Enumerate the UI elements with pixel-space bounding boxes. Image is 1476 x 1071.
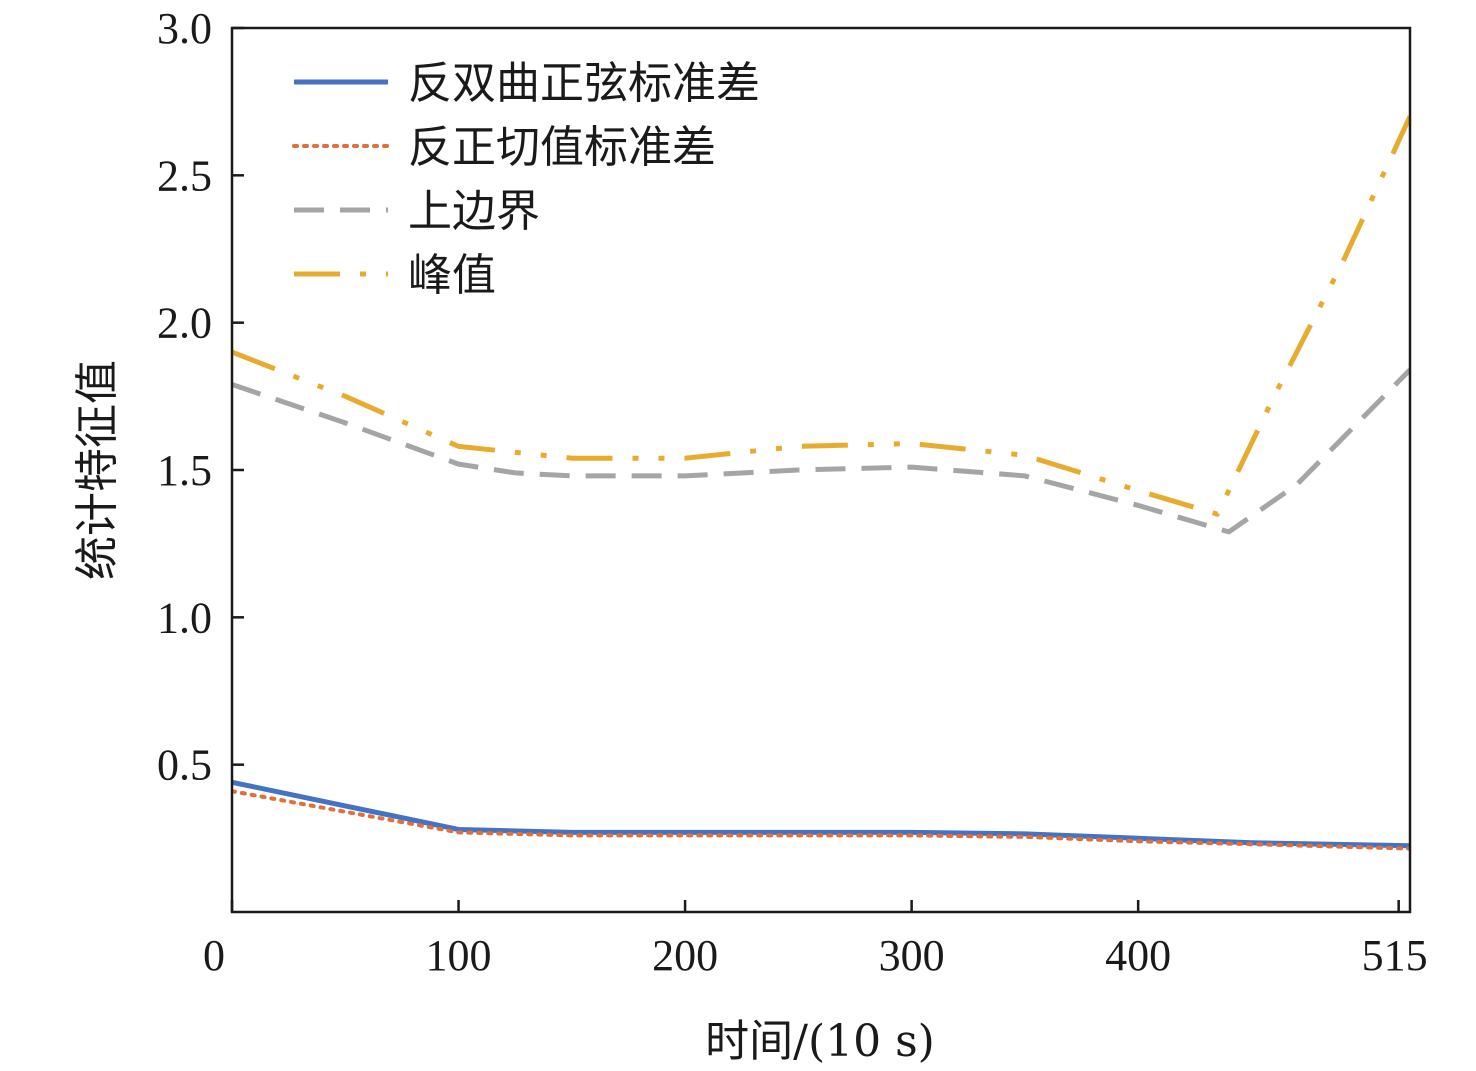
legend-label-4: 峰值 xyxy=(408,250,496,301)
series-line-2 xyxy=(232,789,1410,851)
series-layer xyxy=(232,115,1410,851)
x-tick-label-300: 300 xyxy=(879,931,945,980)
x-tick-label-100: 100 xyxy=(426,931,492,980)
x-axis-label: 时间/(10 s) xyxy=(705,1016,935,1067)
x-tick-label-400: 400 xyxy=(1105,931,1171,980)
y-tick-label-1.0: 1.0 xyxy=(157,593,212,642)
x-tick-label-0: 0 xyxy=(203,931,225,980)
x-tick-label-200: 200 xyxy=(652,931,718,980)
x-tick-label-515: 515 xyxy=(1362,931,1428,980)
y-tick-label-0.5: 0.5 xyxy=(157,741,212,790)
legend-label-2: 反正切值标准差 xyxy=(408,122,716,173)
legend-label-3: 上边界 xyxy=(408,186,540,237)
y-axis-label: 统计特征值 xyxy=(72,360,123,580)
axes-layer: 0 100 200 300 400 515 0.5 1.0 1.5 2.0 2.5 3.0 xyxy=(157,4,1428,980)
series-line-4 xyxy=(232,115,1410,517)
series-line-3 xyxy=(232,368,1410,535)
series-line-1 xyxy=(232,779,1410,849)
y-tick-label-2.0: 2.0 xyxy=(157,299,212,348)
y-tick-label-2.5: 2.5 xyxy=(157,151,212,200)
legend-label-1: 反双曲正弦标准差 xyxy=(408,58,760,109)
y-tick-label-3.0: 3.0 xyxy=(157,4,212,53)
y-tick-label-1.5: 1.5 xyxy=(157,446,212,495)
